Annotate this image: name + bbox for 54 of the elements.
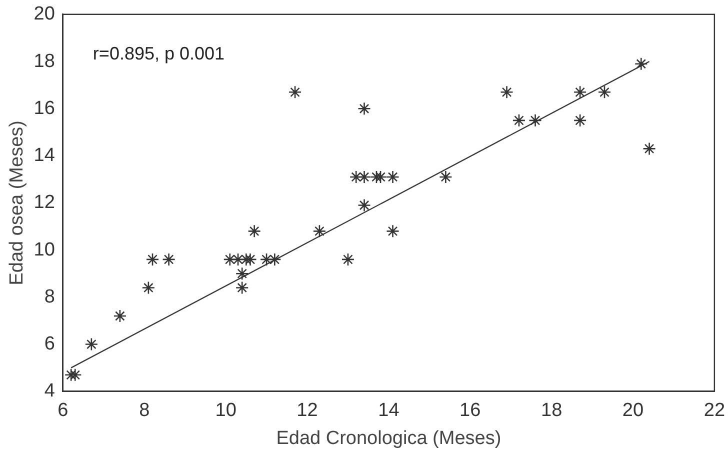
point — [223, 252, 237, 266]
point — [288, 86, 302, 99]
point — [573, 86, 587, 99]
point — [244, 252, 257, 266]
x-tick-label: 14 — [378, 400, 400, 422]
point — [528, 114, 542, 128]
point — [341, 252, 355, 266]
y-tick-label: 8 — [44, 286, 55, 308]
point — [374, 170, 388, 184]
x-axis-title: Edad Cronologica (Meses) — [276, 428, 502, 449]
point — [68, 368, 82, 382]
point — [312, 224, 326, 238]
point — [386, 224, 400, 238]
point — [142, 281, 156, 294]
point — [598, 86, 612, 99]
point — [500, 86, 514, 99]
x-tick-label: 6 — [58, 400, 68, 422]
point — [84, 338, 98, 351]
point — [512, 114, 526, 128]
point — [146, 252, 160, 266]
point — [634, 57, 648, 71]
point — [358, 102, 371, 116]
y-axis-title: Edad osea (Meses) — [6, 120, 28, 286]
point — [113, 309, 127, 323]
x-tick-label: 20 — [622, 400, 644, 422]
point — [162, 252, 176, 266]
y-tick-label: 4 — [44, 380, 56, 402]
y-tick-label: 12 — [34, 192, 55, 214]
y-tick-label: 18 — [34, 50, 55, 72]
point — [248, 224, 261, 238]
y-tick-label: 6 — [44, 334, 55, 355]
point — [358, 198, 371, 212]
x-tick-label: 18 — [540, 400, 562, 422]
x-tick-label: 10 — [215, 400, 236, 422]
annotation: r=0.895, p 0.001 — [92, 43, 225, 64]
point — [235, 266, 249, 280]
y-tick-label: 20 — [34, 4, 55, 25]
point — [268, 252, 282, 266]
point — [260, 252, 274, 266]
x-tick-label: 22 — [704, 400, 726, 422]
point — [235, 281, 249, 294]
point — [231, 252, 245, 266]
y-tick-label: 14 — [34, 145, 56, 166]
y-tick-label: 16 — [34, 98, 55, 119]
x-tick-label: 8 — [139, 400, 150, 422]
point — [642, 142, 656, 156]
y-tick-label: 10 — [34, 239, 55, 260]
x-tick-label: 16 — [460, 400, 481, 422]
point — [573, 114, 587, 128]
point — [358, 170, 371, 184]
point — [349, 170, 363, 184]
x-tick-label: 12 — [296, 400, 318, 422]
point — [439, 170, 452, 184]
point — [386, 170, 400, 184]
